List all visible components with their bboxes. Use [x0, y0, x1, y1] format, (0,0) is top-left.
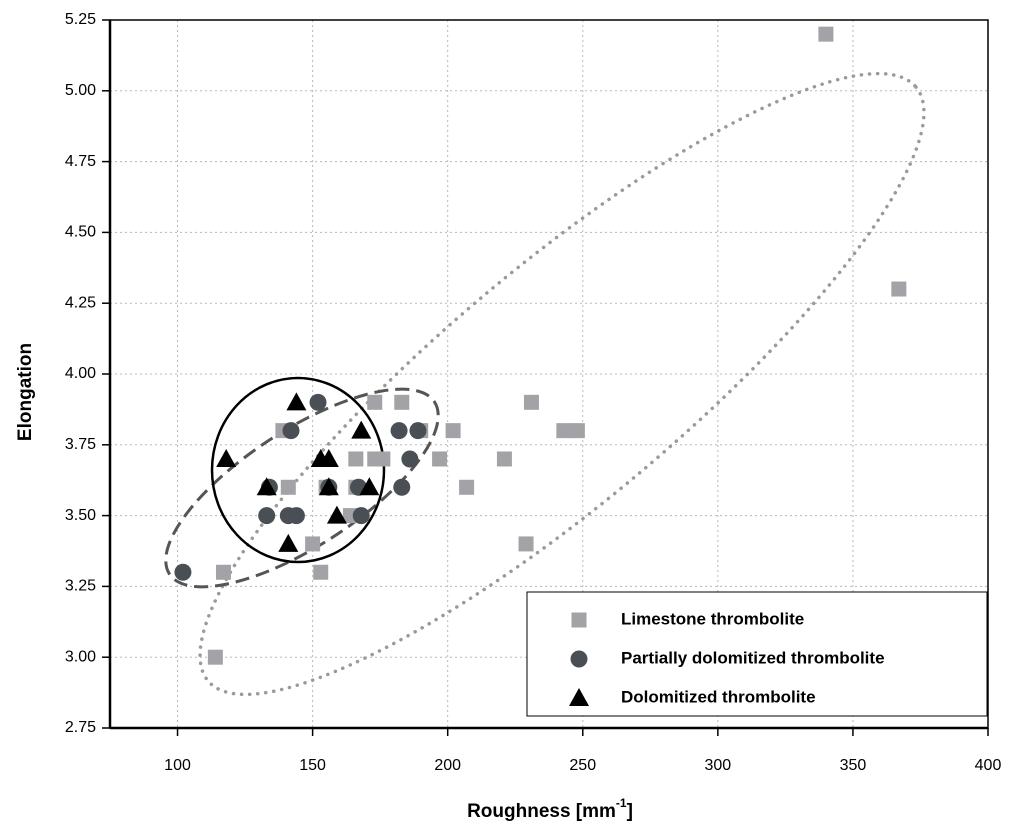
circle-marker: [282, 422, 300, 440]
square-marker: [367, 394, 383, 410]
circle-marker: [287, 507, 305, 525]
x-tick-label: 200: [434, 757, 461, 774]
circle-marker: [174, 563, 192, 581]
y-tick-label: 4.25: [65, 294, 96, 311]
y-tick-label: 4.50: [65, 224, 96, 241]
x-tick-label: 100: [164, 757, 191, 774]
x-tick-label: 350: [840, 757, 867, 774]
x-axis-title: Roughness [mm-1]: [467, 796, 633, 822]
legend-label: Dolomitized thrombolite: [621, 687, 816, 706]
x-tick-label: 150: [299, 757, 326, 774]
square-marker: [348, 451, 364, 467]
marks: [174, 26, 907, 665]
y-tick-label: 2.75: [65, 719, 96, 736]
dolomitized-envelope: [210, 376, 386, 564]
square-marker: [313, 564, 329, 580]
square-marker: [459, 479, 475, 495]
triangle-marker: [318, 477, 339, 496]
circle-marker: [352, 507, 370, 525]
x-axis-title-text: Roughness [mm: [467, 801, 616, 822]
square-marker: [207, 649, 223, 665]
square-marker: [280, 479, 296, 495]
square-marker: [496, 451, 512, 467]
legend-label: Limestone thrombolite: [621, 609, 804, 628]
square-marker: [394, 394, 410, 410]
square-marker: [891, 281, 907, 297]
circle-marker: [390, 422, 408, 440]
square-marker: [432, 451, 448, 467]
legend-marker: [570, 650, 588, 668]
triangle-marker: [278, 533, 299, 552]
triangle-marker: [216, 448, 237, 467]
triangle-marker: [351, 420, 372, 439]
circle-marker: [409, 422, 427, 440]
circle-marker: [258, 507, 276, 525]
triangle-marker: [286, 392, 307, 411]
legend-marker: [569, 688, 589, 706]
circle-marker: [309, 393, 327, 411]
y-tick-label: 4.00: [65, 365, 96, 382]
square-marker: [556, 423, 572, 439]
x-axis-title-end: ]: [627, 801, 633, 822]
y-tick-label: 3.00: [65, 648, 96, 665]
x-tick-label: 300: [704, 757, 731, 774]
legend-label: Partially dolomitized thrombolite: [621, 648, 885, 667]
square-marker: [305, 536, 321, 552]
square-marker: [445, 423, 461, 439]
square-marker: [818, 26, 834, 42]
x-axis-title-sup: -1: [616, 796, 627, 810]
square-marker: [569, 423, 585, 439]
square-marker: [523, 394, 539, 410]
y-tick-label: 4.75: [65, 153, 96, 170]
triangle-marker: [318, 448, 339, 467]
y-tick-label: 5.25: [65, 11, 96, 28]
limestone-envelope: [198, 71, 926, 697]
x-tick-label: 250: [569, 757, 596, 774]
square-marker: [518, 536, 534, 552]
triangle-marker: [359, 477, 380, 496]
legend-marker: [571, 612, 587, 628]
circle-marker: [401, 450, 419, 468]
triangle-marker: [256, 477, 277, 496]
y-axis-title: Elongation: [15, 343, 36, 441]
legend-box: [526, 591, 988, 717]
triangle-marker: [326, 505, 347, 524]
x-tick-label: 400: [975, 757, 1002, 774]
y-tick-label: 3.25: [65, 578, 96, 595]
y-tick-label: 5.00: [65, 82, 96, 99]
circle-marker: [393, 478, 411, 496]
square-marker: [375, 451, 391, 467]
y-tick-label: 3.50: [65, 507, 96, 524]
partial-envelope: [164, 387, 440, 589]
y-tick-label: 3.75: [65, 436, 96, 453]
square-marker: [215, 564, 231, 580]
